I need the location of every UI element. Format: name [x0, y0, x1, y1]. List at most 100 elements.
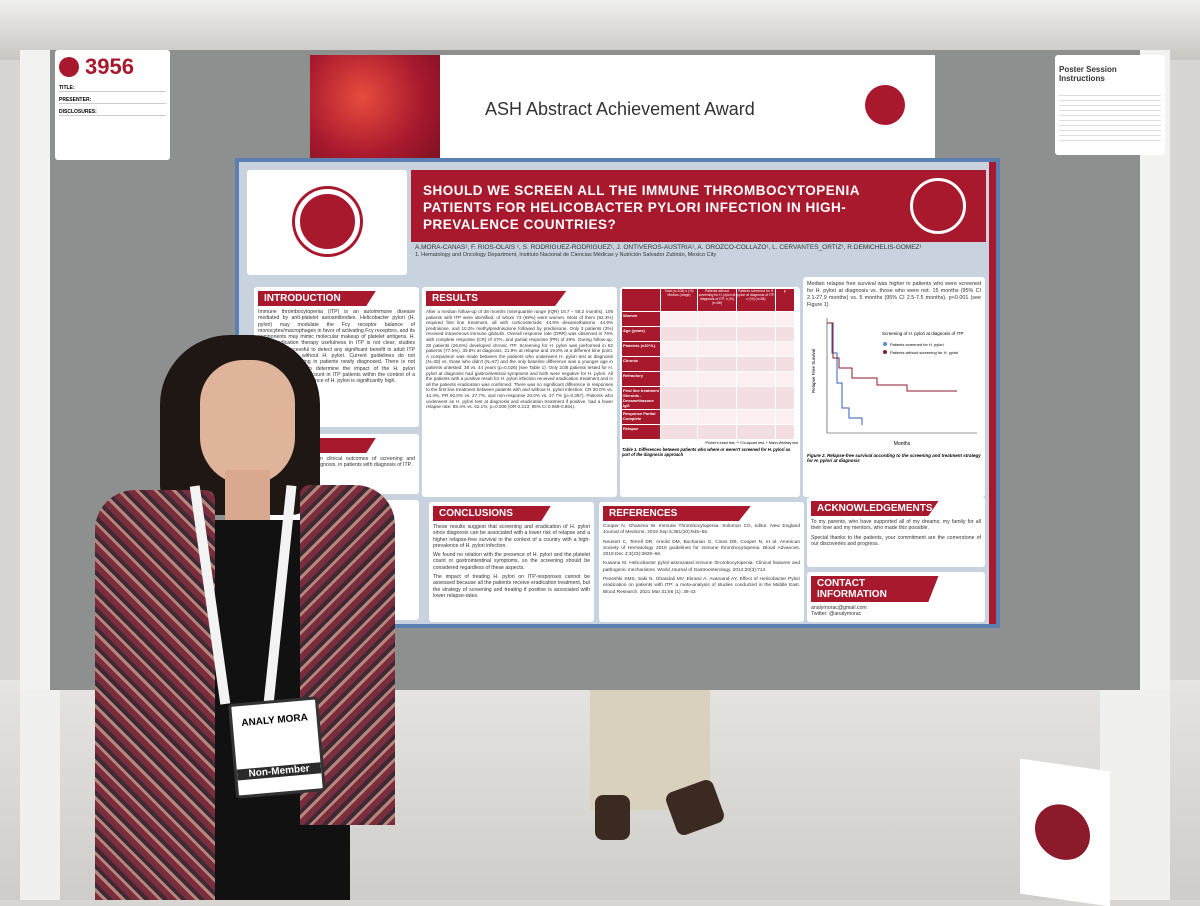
table-row-label: Platelets (x10⁹/L) — [622, 342, 660, 356]
paragraph: To my parents, who have supported all of… — [811, 519, 981, 532]
reference: Kuwana M. Helicobacter pylori-associated… — [603, 561, 800, 573]
shoe — [595, 795, 630, 840]
table-cell — [661, 342, 697, 356]
table-cell — [737, 327, 775, 341]
table-cell — [737, 312, 775, 326]
badge-name: ANALY MORA — [240, 712, 309, 729]
table-cell — [698, 312, 736, 326]
award-title: ASH Abstract Achievement Award — [485, 99, 755, 119]
table-row-label: Age (years) — [622, 327, 660, 341]
table-cell — [776, 387, 794, 409]
poster-number: 3956 — [85, 54, 134, 79]
section-heading: RESULTS — [426, 291, 567, 306]
paragraph: We found no relation with the presence o… — [433, 552, 590, 571]
table-cell — [661, 425, 697, 439]
table-cell — [661, 387, 697, 409]
table-cell — [737, 425, 775, 439]
figure-box: Median relapse free survival was higher … — [803, 277, 985, 497]
section-heading: INTRODUCTION — [258, 291, 376, 306]
instructions-sign: Poster Session Instructions — [1055, 55, 1165, 155]
section-heading: REFERENCES — [603, 506, 751, 521]
paragraph: These results suggest that screening and… — [433, 524, 590, 549]
table-cell — [776, 342, 794, 356]
curve-unscreened — [827, 322, 957, 392]
table-cell — [661, 372, 697, 386]
sign-field: TITLE: — [59, 85, 166, 92]
table-caption: Table 1. Differences between patients wh… — [622, 447, 791, 457]
table-cell — [698, 342, 736, 356]
poster: SHOULD WE SCREEN ALL THE IMMUNE THROMBOC… — [235, 158, 1000, 628]
table-cell — [661, 410, 697, 424]
table-cell — [737, 410, 775, 424]
table-cell — [737, 372, 775, 386]
section-text: Immune thrombocytopenia (ITP) is an auto… — [258, 309, 415, 385]
x-axis-label: Months — [894, 441, 911, 447]
curve-screened — [827, 322, 863, 425]
side-strip — [989, 162, 996, 624]
legend-swatch — [883, 350, 887, 354]
paragraph: The impact of treating H. pylori on ITP-… — [433, 574, 590, 599]
table-cell — [698, 372, 736, 386]
table-header: Patients screened for H. pylori at diagn… — [737, 289, 775, 311]
conclusions-box: CONCLUSIONS These results suggest that s… — [429, 502, 594, 622]
figure-text: Median relapse free survival was higher … — [807, 281, 981, 308]
y-axis-label: Relapse Free Survival — [811, 349, 816, 393]
table-cell — [698, 387, 736, 409]
results-box: RESULTS After a median follow-up of 38 m… — [422, 287, 617, 497]
badge: ANALY MORA Non-Member — [228, 696, 326, 799]
section-text: After a median follow-up of 38 months (i… — [426, 309, 613, 410]
reference: Neunert C, Terrell DR, Arnold DM, Buchan… — [603, 539, 800, 558]
legend-title: Screening of H. pylori at diagnosis of I… — [882, 331, 964, 336]
table-cell — [698, 425, 736, 439]
legend-swatch — [883, 342, 887, 346]
logo — [247, 170, 407, 275]
jacket — [95, 490, 215, 900]
affiliation: 1. Hematology and Oncology Department, I… — [415, 252, 717, 258]
legend-entry: Patients screened for H. pylori — [890, 342, 944, 347]
table-header: Total (n=106) n (%) Median (range) — [661, 289, 697, 311]
table-row-label: Relapse — [622, 425, 660, 439]
references-box: REFERENCES Cooper N, Ghanima W. Immune T… — [599, 502, 804, 622]
table-row-label: First line treatment Steroids -Dexametha… — [622, 387, 660, 409]
table-header: Patients without screening for H. pylori… — [698, 289, 736, 311]
sign-field: PRESENTER: — [59, 97, 166, 104]
table-row-label: Refractory — [622, 372, 660, 386]
table-cell — [698, 410, 736, 424]
table-cell — [661, 357, 697, 371]
km-plot: Relapse Free Survival Months Screening o… — [811, 318, 977, 447]
table-box: Total (n=106) n (%) Median (range) Patien… — [620, 287, 800, 497]
table-cell — [698, 327, 736, 341]
contact-line: Twitter: @analymorac — [811, 611, 862, 618]
table-cell — [776, 410, 794, 424]
sign-field: DISCLOSURES: — [59, 109, 166, 116]
table-cell — [737, 342, 775, 356]
contact-box: CONTACT INFORMATION analymorac@gmail.com… — [807, 572, 985, 622]
poster-title: SHOULD WE SCREEN ALL THE IMMUNE THROMBOC… — [423, 183, 860, 232]
legend-entry: Patients without screening for H. pylori — [890, 350, 958, 355]
award-banner: ASH Abstract Achievement Award — [310, 55, 935, 160]
table-row-label: Response Partial Complete — [622, 410, 660, 424]
table-cell — [776, 372, 794, 386]
table-row-label: Women — [622, 312, 660, 326]
table-header: p — [776, 289, 794, 311]
section-heading: CONTACT INFORMATION — [811, 576, 939, 602]
table-cell — [737, 357, 775, 371]
ash-sign — [1020, 758, 1110, 906]
section-heading: CONCLUSIONS — [433, 506, 551, 521]
table-cell — [776, 312, 794, 326]
post — [20, 690, 60, 900]
reference: Cooper N, Ghanima W. Immune Thrombocytop… — [603, 524, 800, 536]
table-cell — [661, 312, 697, 326]
face — [200, 360, 295, 485]
post — [1100, 690, 1170, 900]
reference: Pezeshki SMS, Saki N, Ghandali MV, Ekram… — [603, 577, 800, 595]
table-cell — [776, 357, 794, 371]
table-footnote: *Fisher's exact test, ** Chi-square test… — [705, 441, 798, 445]
badge-status: Non-Member — [236, 762, 322, 781]
table-cell — [698, 357, 736, 371]
figure-caption: Figure 2. Relapse-free survival accordin… — [807, 453, 981, 463]
ack-box: ACKNOWLEDGEMENTS To my parents, who have… — [807, 497, 985, 567]
poster-number-sign: 3956 TITLE: PRESENTER: DISCLOSURES: — [55, 50, 170, 160]
authors: A.MORA-CAÑAS¹, F. RIOS-OLAIS ¹, S. RODRÍ… — [415, 244, 922, 251]
